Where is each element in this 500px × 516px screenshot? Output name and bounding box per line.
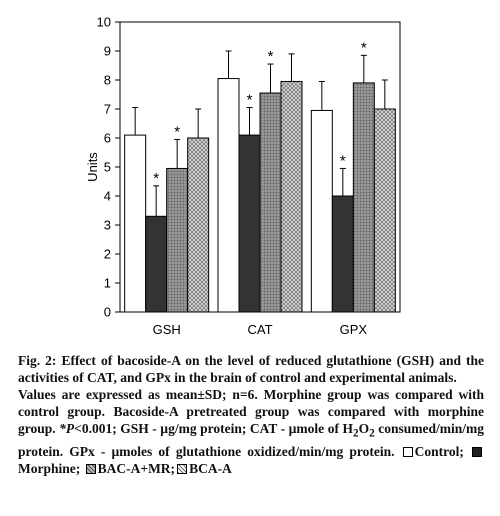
x-category-label: GPX [340,322,368,337]
y-tick-label: 3 [104,218,111,233]
bar-gpx-control [310,109,333,313]
p-symbol: *P [59,421,75,436]
bar-gsh-control [124,134,147,313]
fig-title: Effect of bacoside-A on the level of red… [18,353,484,385]
bar-cat-bca-a [280,80,303,313]
y-tick-label: 6 [104,131,111,146]
legend-morphine-label: Morphine; [18,460,81,476]
significance-star: * [361,39,367,56]
caption-body-2: consumed/min/mg protein. GPx - µmoles of… [18,421,485,459]
legend-control-label: Control; [414,443,464,459]
significance-star: * [153,170,159,187]
y-tick-label: 1 [104,276,111,291]
fig-label: Fig. 2: [18,353,57,368]
caption-body-paragraph: Values are expressed as mean±SD; n=6. Mo… [18,386,484,477]
bar-cat-morphine [238,134,261,313]
y-tick-label: 8 [104,73,111,88]
figure-caption: Fig. 2: Effect of bacoside-A on the leve… [18,352,484,477]
y-tick-label: 5 [104,160,111,175]
significance-star: * [340,152,346,169]
legend-bac-label: BAC-A+MR; [97,460,176,476]
y-tick-label: 4 [104,189,111,204]
y-axis-title: Units [85,152,100,182]
bar-gpx-bac-a-mr [352,82,375,313]
x-category-label: GSH [153,322,181,337]
legend-bac-swatch [85,463,96,474]
bar-cat-bac-a-mr [259,92,282,313]
bars [124,50,396,313]
bar-gpx-morphine [331,195,354,313]
y-tick-label: 9 [104,44,111,59]
chart-area: 0 1 2 3 4 5 6 7 8 9 10 Units * * GSH * * CAT * * GPX [85,15,401,338]
bar-gpx-bca-a [373,108,396,313]
bar-gsh-bca-a [187,137,210,313]
caption-title-paragraph: Fig. 2: Effect of bacoside-A on the leve… [18,352,484,386]
legend-control-swatch [402,446,413,457]
significance-star: * [247,92,253,109]
y-tick-label: 2 [104,247,111,262]
caption-body-1: Values are expressed as mean±SD; n=6. Mo… [18,387,484,436]
h2o2-subscript-2: 2 [369,427,375,440]
y-tick-label: 0 [104,305,111,320]
p-value-text: <0.001; GSH - µg/mg protein; CAT - µmole… [74,421,353,436]
bar-cat-control [217,78,240,313]
x-category-label: CAT [247,322,272,337]
bar-gsh-morphine [145,215,168,313]
axis-labels: 0 1 2 3 4 5 6 7 8 9 10 Units * * GSH * * CAT * * GPX [85,15,367,338]
significance-star: * [174,123,180,140]
y-tick-label: 7 [104,102,111,117]
h2o2-subscript-1: 2 [352,427,359,440]
h2o2-o: O [358,421,370,436]
bar-chart: 0 1 2 3 4 5 6 7 8 9 10 Units * * GSH * * CAT * * GPX [85,15,401,338]
legend-morphine-swatch [472,446,483,457]
bar-gsh-bac-a-mr [166,167,189,313]
legend-bca-label: BCA-A [189,460,232,476]
significance-star: * [268,48,274,65]
legend-bca-swatch [177,463,188,474]
y-tick-label: 10 [97,15,111,30]
